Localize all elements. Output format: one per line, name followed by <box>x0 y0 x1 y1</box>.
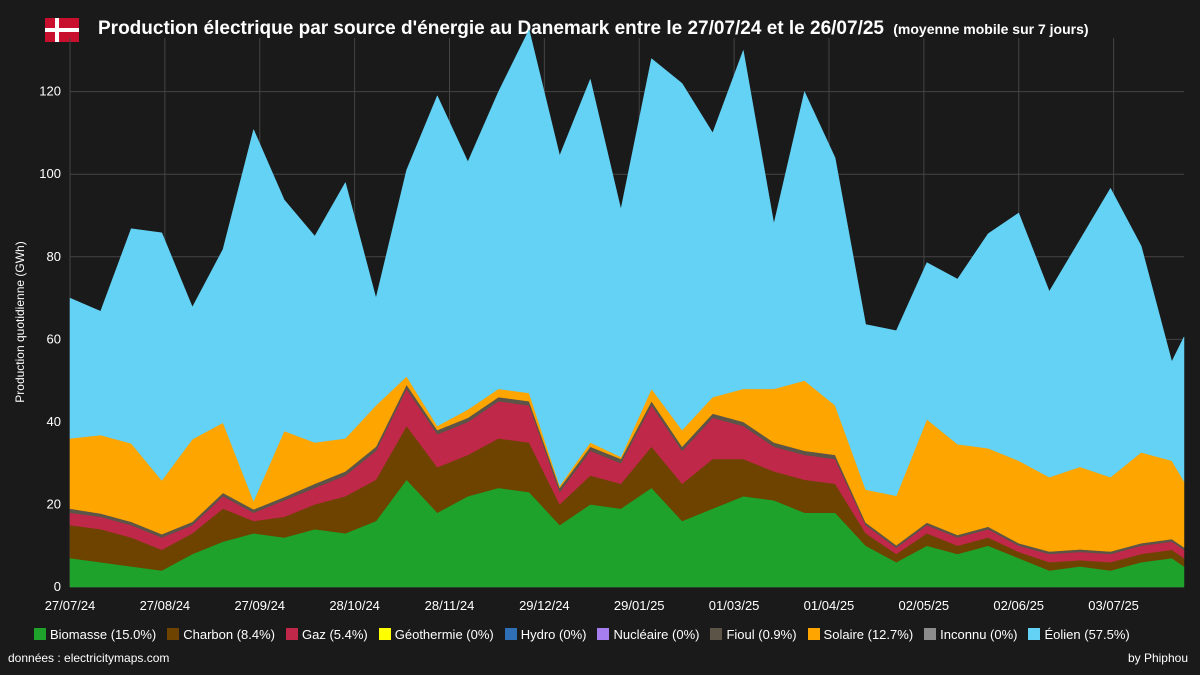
y-tick-label: 40 <box>47 414 61 429</box>
legend-swatch <box>167 628 180 640</box>
legend-swatch <box>1028 628 1041 640</box>
legend-label: Gaz (5.4%) <box>302 626 368 642</box>
legend-item: Hydro (0%) <box>504 626 587 642</box>
x-tick-label: 01/04/25 <box>804 598 855 613</box>
x-tick-label: 28/10/24 <box>329 598 380 613</box>
legend-swatch <box>504 628 517 640</box>
author-credit: by Phiphou <box>1127 651 1188 665</box>
x-tick-label: 29/01/25 <box>614 598 665 613</box>
x-tick-label: 03/07/25 <box>1088 598 1139 613</box>
chart-header: Production électrique par source d'énerg… <box>0 0 1200 60</box>
legend-item: Charbon (8.4%) <box>167 627 275 642</box>
area-éolien <box>69 28 1185 502</box>
legend-item: Gaz (5.4%) <box>286 627 368 642</box>
y-tick-label: 100 <box>39 166 61 181</box>
legend-item: Éolien (57.5%) <box>1028 626 1130 642</box>
legend-label: Hydro (0%) <box>520 626 587 642</box>
legend-swatch <box>286 628 298 640</box>
legend-label: Éolien (57.5%) <box>1044 626 1130 642</box>
legend-swatch <box>924 628 937 640</box>
chart-title-line: Production électrique par source d'énerg… <box>98 18 1089 40</box>
x-tick-label: 29/12/24 <box>519 598 570 613</box>
x-tick-label: 27/09/24 <box>234 598 285 613</box>
legend-label: Inconnu (0%) <box>940 626 1018 642</box>
legend-label: Charbon (8.4%) <box>183 626 275 642</box>
x-tick-label: 02/05/25 <box>899 598 950 613</box>
legend-item: Solaire (12.7%) <box>807 626 914 642</box>
legend-item: Biomasse (15.0%) <box>34 627 156 642</box>
flag-cross-horizontal <box>45 28 79 32</box>
legend-label: Fioul (0.9%) <box>726 626 797 642</box>
chart-legend: Biomasse (15.0%) Charbon (8.4%) Gaz (5.4%)… <box>34 624 1194 644</box>
legend-label: Géothermie (0%) <box>394 626 494 642</box>
y-tick-label: 60 <box>47 331 61 346</box>
legend-label: Biomasse (15.0%) <box>50 626 157 642</box>
x-tick-label: 01/03/25 <box>709 598 760 613</box>
y-tick-label: 20 <box>47 496 61 511</box>
legend-swatch <box>710 628 723 640</box>
denmark-flag-icon <box>45 18 79 42</box>
legend-swatch <box>34 628 46 640</box>
legend-item: Fioul (0.9%) <box>710 626 797 642</box>
chart-subtitle: (moyenne mobile sur 7 jours) <box>893 21 1089 37</box>
legend-item: Inconnu (0%) <box>924 627 1017 642</box>
chart-title: Production électrique par source d'énerg… <box>98 18 884 39</box>
y-tick-label: 0 <box>54 579 61 594</box>
legend-swatch <box>807 628 820 640</box>
x-tick-label: 28/11/24 <box>425 598 475 613</box>
axes: 0 20 40 60 80 100 120 27/07/24 27/08/24 27/09/24 2… <box>39 84 1139 613</box>
legend-label: Solaire (12.7%) <box>823 626 914 642</box>
x-tick-label: 02/06/25 <box>993 598 1044 613</box>
legend-label: Nucléaire (0%) <box>613 626 700 642</box>
legend-item: Géothermie (0%) <box>378 626 494 642</box>
y-tick-label: 120 <box>39 84 61 99</box>
data-source: données : electricitymaps.com <box>8 651 170 665</box>
y-tick-label: 80 <box>47 249 61 264</box>
area-series <box>69 28 1185 588</box>
legend-swatch <box>378 628 391 640</box>
legend-swatch <box>597 628 610 640</box>
x-tick-label: 27/07/24 <box>45 598 96 613</box>
legend-item: Nucléaire (0%) <box>597 627 699 642</box>
y-axis-label: Production quotidienne (GWh) <box>13 241 27 403</box>
x-tick-label: 27/08/24 <box>140 598 191 613</box>
